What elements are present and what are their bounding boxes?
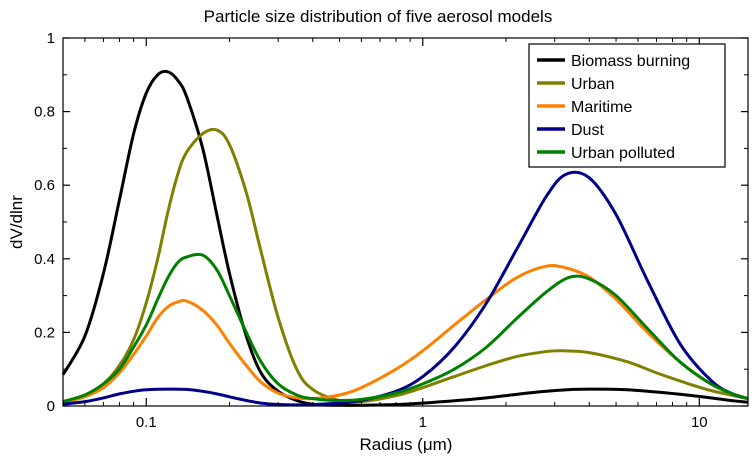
y-tick-label: 0.4 (34, 251, 55, 268)
ticks-layer: 0 0.2 0.4 0.6 0.8 1 0.1 1 10 (34, 30, 748, 431)
series-line-4 (62, 170, 749, 407)
y-tick-label: 0.8 (34, 104, 55, 121)
y-tick-label: 0.6 (34, 177, 55, 194)
legend: Biomass burning Urban Maritime Dust Urban po… (528, 43, 726, 168)
y-tick-label: 0.2 (34, 324, 55, 341)
series-layer (61, 69, 749, 407)
y-tick-label: 1 (47, 30, 55, 47)
series-line-3 (62, 264, 749, 404)
x-tick-label: 10 (691, 414, 708, 431)
series-line-2 (62, 127, 749, 404)
y-tick-label: 0 (47, 398, 55, 415)
y-axis-title: dV/dlnr (7, 195, 26, 249)
x-tick-label: 0.1 (136, 414, 157, 431)
legend-label: Maritime (571, 99, 632, 116)
series-line-5 (62, 252, 749, 404)
legend-label: Urban (571, 76, 615, 93)
chart-title: Particle size distribution of five aeros… (204, 7, 553, 26)
x-axis-title: Radius (μm) (360, 435, 453, 454)
x-tick-label: 1 (419, 414, 427, 431)
legend-label: Urban polluted (571, 145, 675, 162)
legend-label: Biomass burning (571, 53, 690, 70)
series-line-1 (61, 69, 749, 407)
legend-label: Dust (571, 122, 604, 139)
